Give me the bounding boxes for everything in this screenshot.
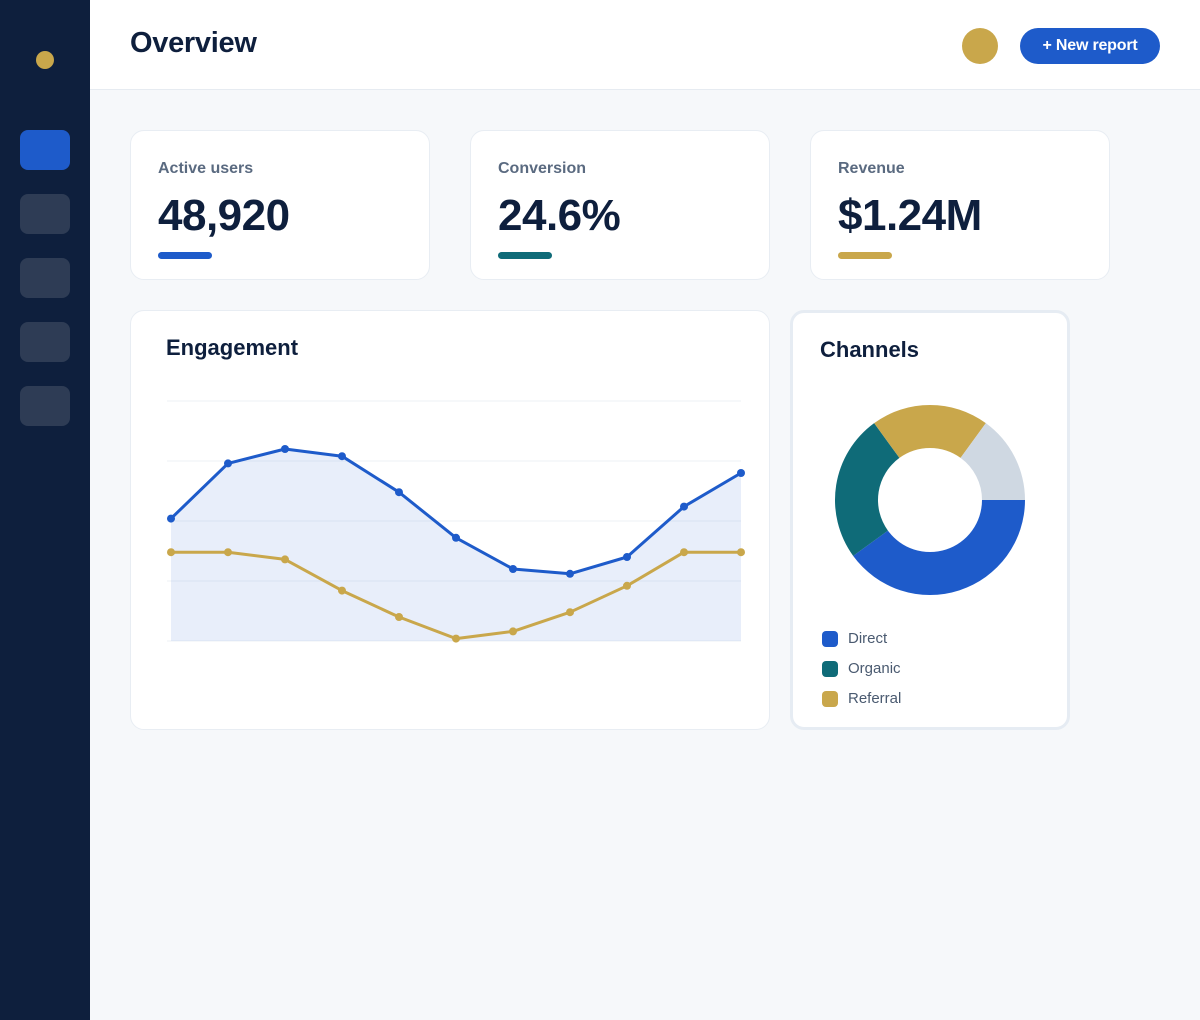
top-bar: Overview + New report (90, 0, 1200, 90)
data-point-series-2-3 (281, 555, 289, 564)
kpi-value: $1.24M (838, 191, 982, 240)
data-point-series-1-7 (509, 565, 517, 573)
sidebar-item-dashboard[interactable] (20, 130, 70, 170)
data-point-series-2-11 (737, 548, 745, 557)
data-point-series-2-6 (452, 634, 460, 643)
avatar[interactable] (962, 28, 998, 64)
sidebar-item-2[interactable] (20, 194, 70, 234)
data-point-series-1-3 (281, 445, 289, 453)
data-point-series-1-2 (224, 459, 232, 468)
donut-slice-direct (853, 500, 1025, 595)
kpi-value: 48,920 (158, 191, 290, 240)
logo-icon (36, 51, 54, 69)
data-point-series-2-4 (338, 586, 346, 595)
engagement-chart (167, 400, 745, 643)
kpi-card-revenue: Revenue $1.24M (810, 130, 1110, 280)
data-point-series-2-5 (395, 613, 403, 621)
legend-swatch (822, 661, 838, 677)
kpi-card-active-users: Active users 48,920 (130, 130, 430, 280)
legend-label: Referral (848, 690, 902, 707)
channels-title: Channels (820, 337, 920, 362)
donut-slice-referral (874, 405, 986, 458)
donut-slice-organic (835, 423, 900, 556)
donut-slice-other (960, 423, 1025, 500)
data-point-series-2-2 (224, 548, 232, 557)
kpi-value: 24.6% (498, 191, 621, 240)
data-point-series-2-8 (566, 608, 574, 617)
data-point-series-1-6 (452, 533, 460, 542)
legend-swatch (822, 691, 838, 707)
data-point-series-1-11 (737, 469, 745, 477)
data-point-series-1-10 (680, 502, 688, 511)
page-title: Overview (130, 27, 257, 59)
kpi-label: Conversion (498, 160, 587, 177)
data-point-series-1-5 (395, 488, 403, 497)
kpi-card-conversion: Conversion 24.6% (470, 130, 770, 280)
data-point-series-2-9 (623, 581, 631, 590)
engagement-card: Engagement (130, 310, 770, 730)
legend-label: Direct (848, 630, 888, 647)
data-point-series-2-10 (680, 548, 688, 557)
legend-swatch (822, 631, 838, 647)
data-point-series-1-8 (566, 569, 574, 578)
kpi-accent-bar (498, 252, 552, 259)
new-report-button[interactable]: + New report (1020, 28, 1160, 64)
sidebar-item-4[interactable] (20, 322, 70, 362)
kpi-label: Active users (158, 160, 254, 177)
data-point-series-1-4 (338, 452, 346, 461)
sidebar-item-3[interactable] (20, 258, 70, 298)
kpi-accent-bar (838, 252, 892, 259)
data-point-series-2-1 (167, 548, 175, 557)
channels-card: Channels Direct Organic Referral (790, 310, 1070, 730)
data-point-series-1-9 (623, 553, 631, 561)
series-area-1 (171, 449, 741, 641)
engagement-title: Engagement (166, 335, 299, 360)
data-point-series-1-1 (167, 514, 175, 523)
kpi-accent-bar (158, 252, 212, 259)
channels-donut-chart (835, 405, 1025, 595)
data-point-series-2-7 (509, 627, 517, 636)
sidebar-item-5[interactable] (20, 386, 70, 426)
legend-label: Organic (848, 660, 901, 677)
sidebar (0, 0, 90, 1020)
kpi-label: Revenue (838, 160, 905, 177)
